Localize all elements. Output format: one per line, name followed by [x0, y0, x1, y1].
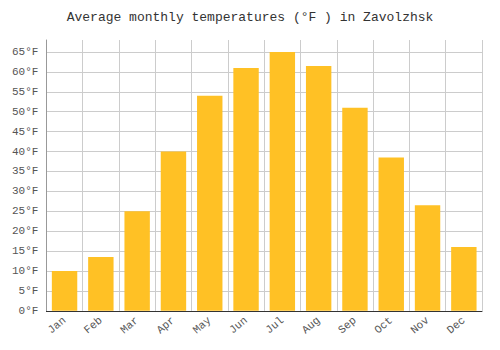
- svg-text:Oct: Oct: [372, 314, 395, 336]
- svg-text:0°F: 0°F: [19, 305, 39, 317]
- svg-text:40°F: 40°F: [12, 146, 38, 158]
- svg-text:Jul: Jul: [263, 314, 286, 336]
- svg-text:50°F: 50°F: [12, 106, 38, 118]
- svg-text:10°F: 10°F: [12, 265, 38, 277]
- svg-text:15°F: 15°F: [12, 245, 38, 257]
- svg-text:Jun: Jun: [227, 314, 250, 336]
- svg-text:May: May: [191, 314, 214, 336]
- svg-text:Jan: Jan: [46, 314, 69, 336]
- svg-text:Average monthly temperatures (: Average monthly temperatures (°F ) in Za…: [67, 10, 434, 25]
- svg-text:5°F: 5°F: [19, 285, 39, 297]
- svg-text:45°F: 45°F: [12, 126, 38, 138]
- svg-text:Apr: Apr: [154, 314, 177, 336]
- svg-text:55°F: 55°F: [12, 86, 38, 98]
- svg-text:65°F: 65°F: [12, 46, 38, 58]
- svg-text:35°F: 35°F: [12, 165, 38, 177]
- svg-text:Sep: Sep: [336, 314, 359, 336]
- svg-text:Aug: Aug: [300, 314, 323, 336]
- svg-text:30°F: 30°F: [12, 185, 38, 197]
- svg-text:Feb: Feb: [82, 314, 105, 336]
- svg-text:Dec: Dec: [445, 314, 468, 336]
- svg-text:25°F: 25°F: [12, 205, 38, 217]
- svg-text:Nov: Nov: [409, 314, 432, 336]
- svg-text:60°F: 60°F: [12, 66, 38, 78]
- svg-text:20°F: 20°F: [12, 225, 38, 237]
- svg-text:Mar: Mar: [118, 314, 141, 336]
